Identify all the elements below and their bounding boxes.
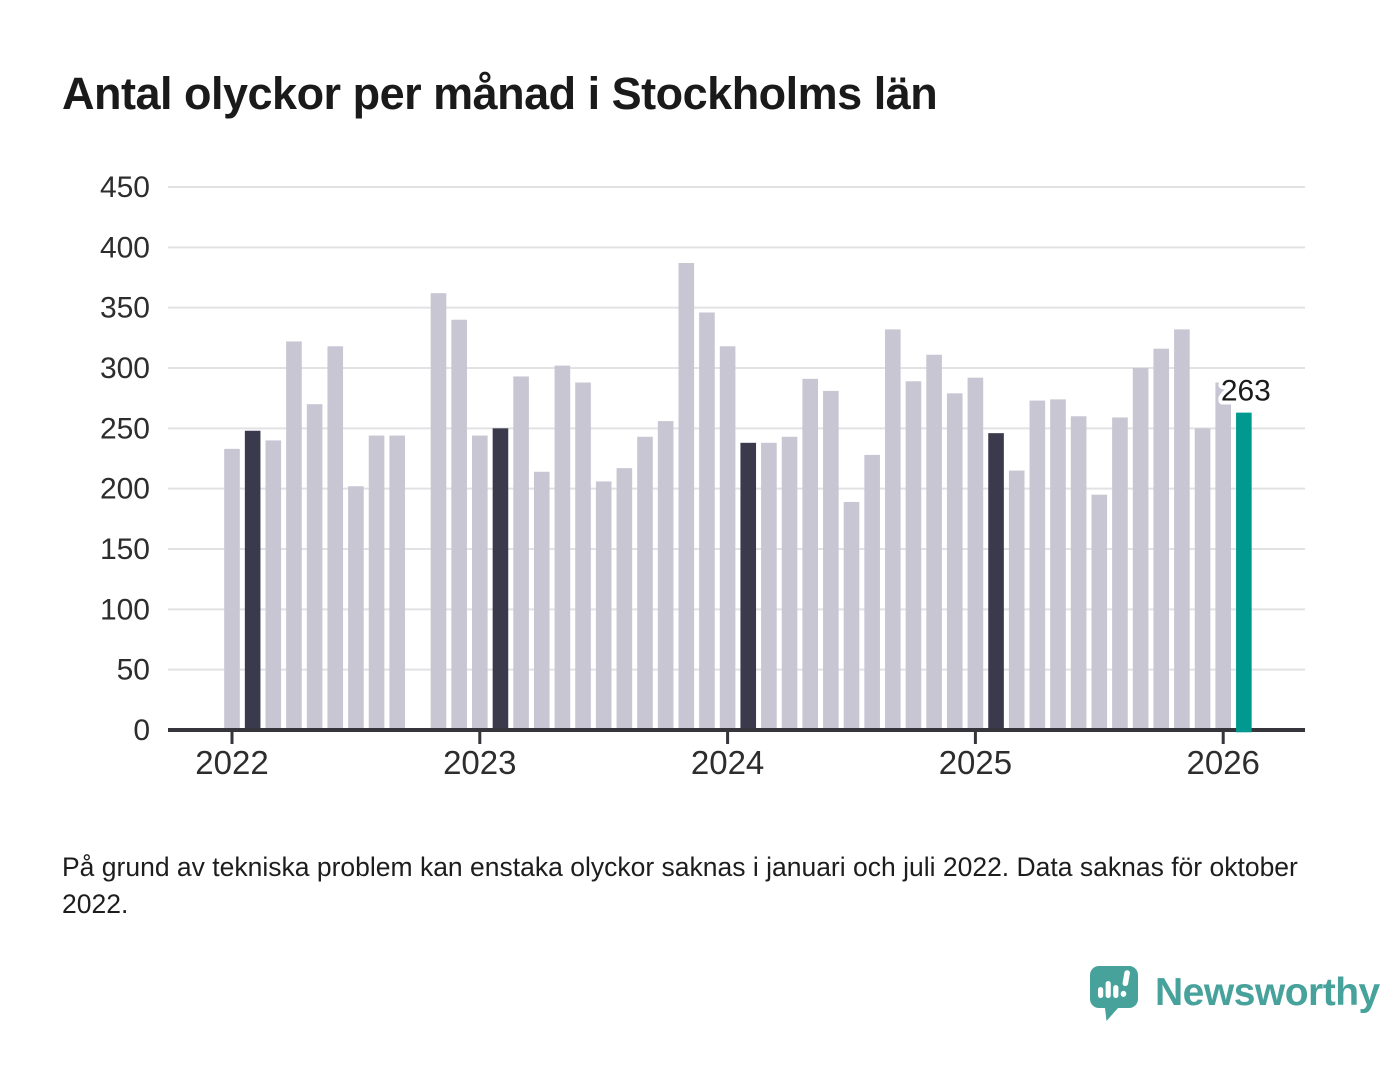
mini-bar-chart-glyph	[1098, 970, 1130, 998]
y-tick-label-250: 250	[100, 412, 150, 445]
bar-2024-11	[926, 354, 942, 729]
y-tick-label-400: 400	[100, 231, 150, 264]
bar-2024-03	[761, 442, 777, 729]
bar-2022-11	[430, 293, 447, 729]
bar-2025-05	[1050, 399, 1066, 729]
y-tick-label-350: 350	[100, 292, 150, 325]
bar-2023-04	[533, 471, 550, 729]
bar-2023-10	[657, 421, 674, 729]
bar-2025-09	[1132, 368, 1149, 729]
bar-2024-01	[719, 346, 736, 729]
bar-2022-07	[348, 486, 364, 729]
latest-value-label: 263	[1221, 375, 1271, 408]
x-tick-label-2024: 2024	[691, 744, 764, 781]
bar-2022-06	[327, 346, 344, 729]
bar-2025-11	[1174, 329, 1190, 729]
bar-2023-12	[699, 312, 715, 729]
bar-2024-07	[843, 501, 860, 729]
x-tick-label-2025: 2025	[939, 744, 1012, 781]
x-tick-label-2022: 2022	[195, 744, 268, 781]
newsworthy-logo-icon	[1090, 966, 1138, 1021]
bar-2022-05	[306, 404, 323, 729]
y-tick-label-200: 200	[100, 473, 150, 506]
bar-2024-10	[905, 381, 922, 729]
footnote: På grund av tekniska problem kan enstaka…	[62, 852, 1298, 920]
bar-2024-02	[740, 442, 757, 729]
bar-2025-02	[988, 433, 1004, 729]
y-tick-label-50: 50	[117, 654, 150, 687]
bar-2026-02	[1236, 412, 1252, 733]
y-tick-label-100: 100	[100, 593, 150, 626]
y-tick-label-450: 450	[100, 171, 150, 204]
bar-2025-06	[1070, 416, 1087, 729]
bar-chart: 2022 2023 2024 2025 2026 0 50 100 150 200 250 300 35…	[100, 171, 1305, 781]
newsworthy-branding: Newsworthy	[1088, 964, 1380, 1022]
bar-2022-03	[265, 440, 282, 729]
y-tick-label-0: 0	[133, 714, 150, 747]
bar-2024-06	[823, 390, 839, 729]
bar-2023-03	[513, 376, 529, 729]
bar-2023-01	[472, 435, 488, 729]
chart-title: Antal olyckor per månad i Stockholms län	[62, 68, 938, 119]
bar-2025-01	[967, 377, 984, 729]
x-tick-label-2026: 2026	[1186, 744, 1259, 781]
bar-2022-08	[368, 435, 385, 729]
bar-2025-10	[1153, 348, 1170, 729]
y-tick-label-300: 300	[100, 352, 150, 385]
bar-2023-11	[678, 263, 695, 729]
bar-2023-06	[575, 382, 591, 729]
bar-2024-04	[781, 436, 798, 729]
bar-2025-07	[1091, 494, 1108, 729]
bar-2025-12	[1194, 428, 1211, 729]
bar-2022-12	[451, 319, 467, 729]
newsworthy-wordmark: Newsworthy	[1155, 971, 1380, 1014]
bar-2024-09	[885, 329, 901, 729]
bar-2023-02	[492, 428, 509, 729]
bar-2024-08	[864, 454, 880, 729]
bar-2023-07	[595, 481, 612, 729]
bar-2023-05	[554, 365, 571, 729]
bar-2024-05	[802, 378, 818, 729]
bar-2022-09	[389, 435, 405, 729]
exclamation-glyph	[1120, 970, 1130, 997]
y-tick-label-150: 150	[100, 533, 150, 566]
bar-2023-08	[616, 468, 633, 729]
bar-2025-03	[1008, 470, 1025, 729]
bar-2024-12	[946, 393, 963, 729]
bar-2023-09	[637, 436, 653, 729]
bar-2026-01	[1215, 382, 1231, 729]
bar-2022-01	[224, 448, 240, 729]
bar-2022-02	[244, 430, 261, 729]
x-tick-label-2023: 2023	[443, 744, 516, 781]
bar-2025-08	[1112, 417, 1128, 729]
bar-2022-04	[286, 341, 302, 729]
bar-2025-04	[1029, 400, 1046, 729]
